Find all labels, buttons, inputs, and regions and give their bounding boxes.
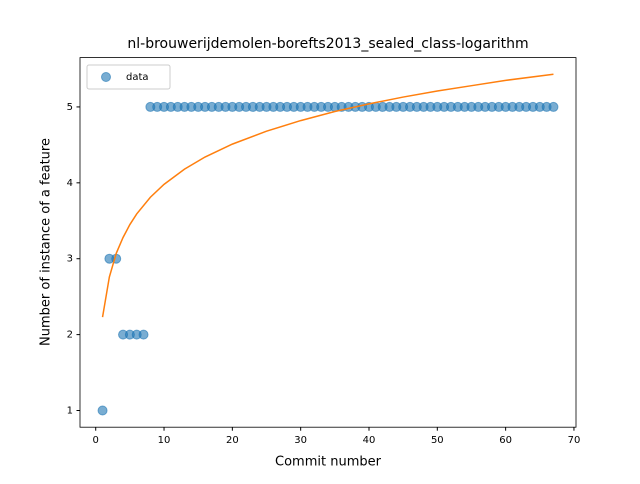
legend-box — [86, 64, 171, 90]
data-point — [548, 101, 559, 112]
axes-frame — [79, 57, 577, 428]
y-tick-label: 5 — [67, 102, 73, 113]
x-tick-label: 70 — [568, 435, 581, 446]
legend-label: data — [126, 72, 149, 83]
x-tick-label: 50 — [431, 435, 444, 446]
x-tick-label: 20 — [226, 435, 239, 446]
x-tick-label: 60 — [499, 435, 512, 446]
x-tick-label: 40 — [363, 435, 376, 446]
x-tick-label: 0 — [93, 435, 99, 446]
y-axis-label: Number of instance of a feature — [39, 138, 54, 346]
y-tick-label: 2 — [67, 330, 73, 341]
data-point — [138, 329, 149, 340]
fit-line — [101, 73, 554, 318]
y-tick-label: 1 — [67, 406, 73, 417]
data-point — [97, 405, 108, 416]
x-tick-label: 30 — [294, 435, 307, 446]
x-tick-label: 10 — [158, 435, 171, 446]
legend-marker — [101, 72, 111, 82]
y-tick-label: 4 — [67, 178, 73, 189]
chart-title: nl-brouwerijdemolen-borefts2013_sealed_c… — [127, 36, 528, 52]
x-axis-label: Commit number — [275, 455, 382, 470]
y-tick-label: 3 — [67, 254, 73, 265]
